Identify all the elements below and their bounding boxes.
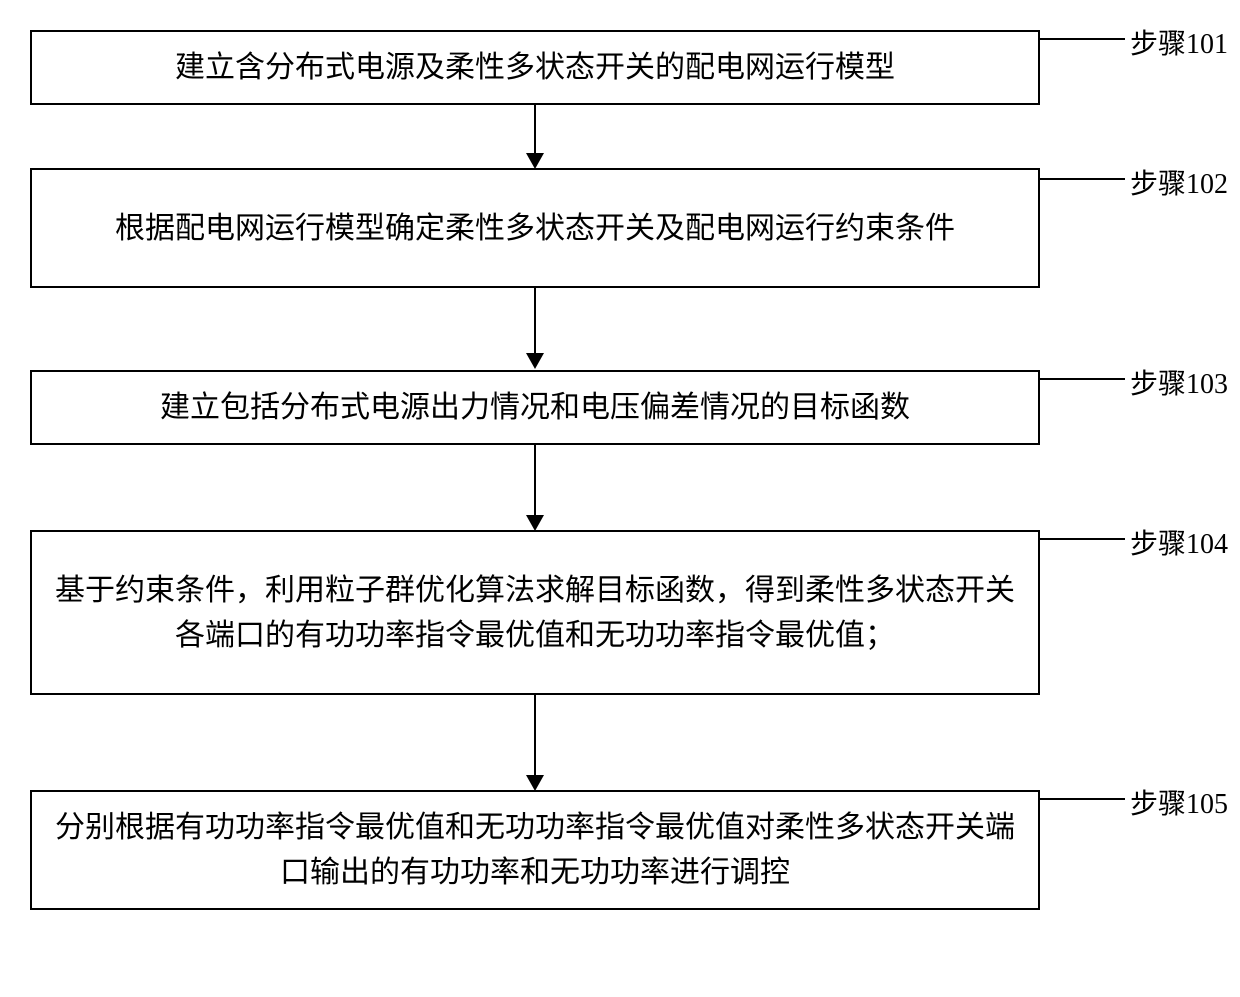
- step-text-5: 分别根据有功功率指令最优值和无功功率指令最优值对柔性多状态开关端口输出的有功功率…: [52, 805, 1018, 895]
- step-box-2: 根据配电网运行模型确定柔性多状态开关及配电网运行约束条件: [30, 168, 1040, 288]
- step-box-4: 基于约束条件，利用粒子群优化算法求解目标函数，得到柔性多状态开关各端口的有功功率…: [30, 530, 1040, 695]
- leader-line-5: [1040, 798, 1125, 800]
- leader-line-1: [1040, 38, 1125, 40]
- arrow-4: [526, 695, 544, 791]
- step-text-2: 根据配电网运行模型确定柔性多状态开关及配电网运行约束条件: [115, 206, 955, 251]
- leader-line-4: [1040, 538, 1125, 540]
- arrow-2: [526, 288, 544, 369]
- leader-line-3: [1040, 378, 1125, 380]
- step-text-3: 建立包括分布式电源出力情况和电压偏差情况的目标函数: [160, 385, 910, 430]
- step-text-4: 基于约束条件，利用粒子群优化算法求解目标函数，得到柔性多状态开关各端口的有功功率…: [52, 568, 1018, 658]
- step-label-1: 步骤101: [1130, 22, 1228, 62]
- arrow-3: [526, 445, 544, 531]
- leader-line-2: [1040, 178, 1125, 180]
- arrow-1: [526, 105, 544, 169]
- step-label-2: 步骤102: [1130, 162, 1228, 202]
- step-box-5: 分别根据有功功率指令最优值和无功功率指令最优值对柔性多状态开关端口输出的有功功率…: [30, 790, 1040, 910]
- step-box-1: 建立含分布式电源及柔性多状态开关的配电网运行模型: [30, 30, 1040, 105]
- step-box-3: 建立包括分布式电源出力情况和电压偏差情况的目标函数: [30, 370, 1040, 445]
- step-label-4: 步骤104: [1130, 522, 1228, 562]
- step-label-5: 步骤105: [1130, 782, 1228, 822]
- flowchart-container: 建立含分布式电源及柔性多状态开关的配电网运行模型 步骤101 根据配电网运行模型…: [0, 0, 1240, 997]
- step-text-1: 建立含分布式电源及柔性多状态开关的配电网运行模型: [175, 45, 895, 90]
- step-label-3: 步骤103: [1130, 362, 1228, 402]
